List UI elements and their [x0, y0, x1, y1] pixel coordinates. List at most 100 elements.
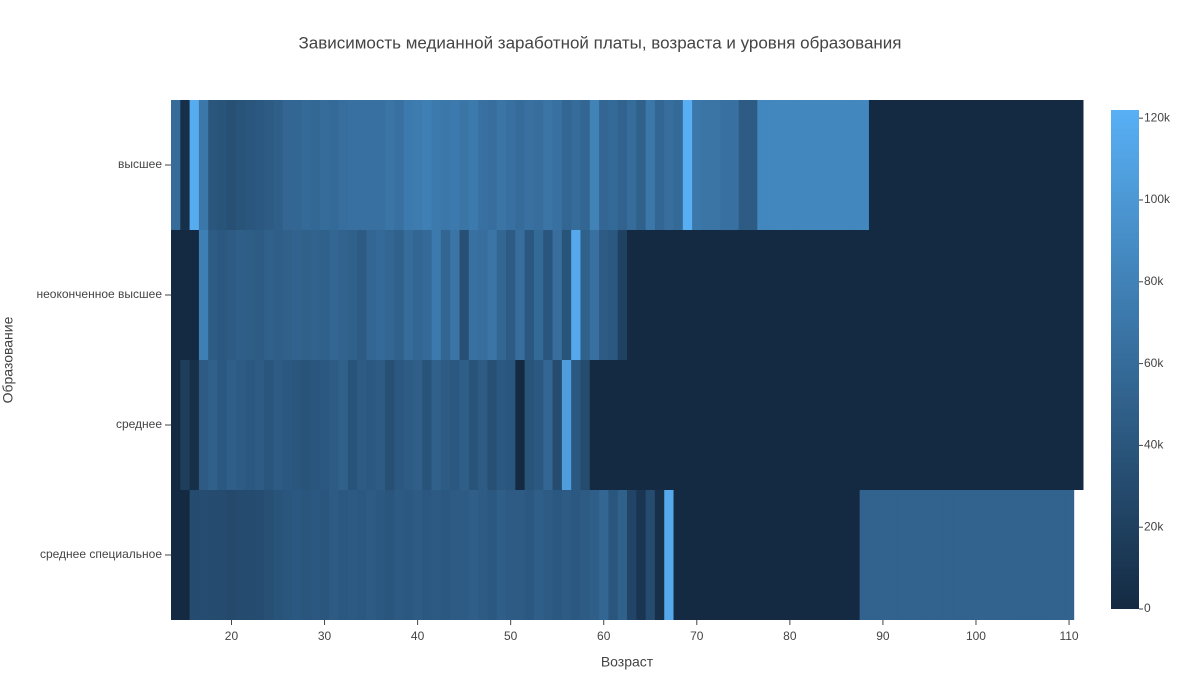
heatmap-cell [171, 230, 181, 360]
heatmap-cell [459, 360, 470, 490]
heatmap-cell [543, 360, 554, 490]
heatmap-cell [264, 490, 274, 620]
heatmap-cell [1064, 230, 1075, 360]
heatmap-cell [971, 100, 982, 230]
heatmap-cell [478, 100, 488, 230]
x-axis-title: Возраст [601, 654, 654, 670]
heatmap-cell [627, 360, 637, 490]
heatmap-cell [747, 100, 758, 230]
heatmap-cell [757, 490, 768, 620]
heatmap-cell [645, 360, 656, 490]
heatmap-cell [347, 230, 358, 360]
heatmap-cell [710, 490, 721, 620]
heatmap-cell [952, 230, 963, 360]
heatmap-cell [915, 360, 926, 490]
x-tick-label: 100 [966, 629, 986, 643]
x-tick-label: 80 [783, 629, 797, 643]
heatmap-cell [180, 230, 191, 360]
heatmap-cell [868, 490, 879, 620]
heatmap-cell [487, 490, 498, 620]
heatmap-cell [822, 490, 833, 620]
heatmap-cell [329, 100, 340, 230]
heatmap-cell [952, 100, 963, 230]
heatmap-cell [310, 490, 321, 620]
heatmap-cell [682, 360, 693, 490]
heatmap-cell [515, 360, 526, 490]
heatmap-cell [319, 490, 330, 620]
heatmap-cell [245, 230, 256, 360]
heatmap-cell [627, 230, 637, 360]
heatmap-cell [608, 100, 619, 230]
heatmap-cell [971, 360, 982, 490]
heatmap-cell [571, 230, 581, 360]
heatmap-cell [208, 360, 219, 490]
heatmap-cell [682, 230, 693, 360]
heatmap-cell [645, 230, 656, 360]
x-tick-label: 50 [504, 629, 518, 643]
heatmap-cell [198, 360, 209, 490]
heatmap-cell [189, 100, 200, 230]
heatmap-cell [347, 360, 358, 490]
heatmap-cell [338, 490, 349, 620]
heatmap-cell [571, 490, 581, 620]
heatmap-cell [208, 230, 219, 360]
heatmap-cell [496, 230, 507, 360]
heatmap-cell [813, 100, 823, 230]
heatmap-cell [543, 490, 554, 620]
heatmap-cell [357, 100, 367, 230]
heatmap-cell [347, 490, 358, 620]
heatmap-cell [1064, 100, 1075, 230]
heatmap-cell [924, 230, 935, 360]
heatmap-cell [813, 230, 823, 360]
heatmap-cell [571, 100, 581, 230]
heatmap-cell [254, 490, 265, 620]
heatmap-cell [747, 360, 758, 490]
heatmap-cell [1027, 490, 1037, 620]
heatmap-cell [450, 230, 460, 360]
heatmap-cell [487, 230, 498, 360]
heatmap-cell [431, 100, 442, 230]
heatmap-cell [617, 490, 628, 620]
heatmap-cell [245, 360, 256, 490]
heatmap-cell [431, 360, 442, 490]
x-tick-label: 70 [690, 629, 704, 643]
heatmap-cell [403, 100, 414, 230]
heatmap-cell [1008, 100, 1019, 230]
heatmap-cell [906, 100, 916, 230]
heatmap-cell [217, 490, 228, 620]
colorbar-tick-label: 120k [1144, 110, 1171, 124]
heatmap-cell [747, 490, 758, 620]
heatmap-cell [366, 100, 377, 230]
heatmap-cell [999, 490, 1010, 620]
heatmap-cell [747, 230, 758, 360]
heatmap-cell [738, 230, 749, 360]
y-tick-label: неоконченное высшее [37, 287, 163, 301]
heatmap-cell [664, 230, 675, 360]
heatmap-cell [319, 360, 330, 490]
heatmap-cell [552, 360, 563, 490]
heatmap-cell [608, 360, 619, 490]
heatmap-cell [1045, 230, 1056, 360]
heatmap-cell [291, 360, 302, 490]
heatmap-cell [589, 230, 600, 360]
heatmap-cell [868, 230, 879, 360]
heatmap-cell [785, 360, 796, 490]
heatmap-cell [962, 360, 972, 490]
heatmap-cell [310, 230, 321, 360]
heatmap-cell [989, 490, 1000, 620]
heatmap-cell [757, 100, 768, 230]
heatmap-cell [329, 360, 340, 490]
heatmap-cell [319, 230, 330, 360]
y-tick-label: среднее [116, 417, 162, 431]
heatmap-cell [868, 360, 879, 490]
heatmap-cell [915, 100, 926, 230]
heatmap-cell [757, 360, 768, 490]
heatmap-cell [906, 490, 916, 620]
heatmap-cell [440, 100, 451, 230]
heatmap-cell [208, 100, 219, 230]
heatmap-cell [291, 490, 302, 620]
heatmap-cell [803, 490, 814, 620]
heatmap-cell [673, 100, 684, 230]
heatmap-cell [971, 230, 982, 360]
heatmap-cell [524, 100, 535, 230]
